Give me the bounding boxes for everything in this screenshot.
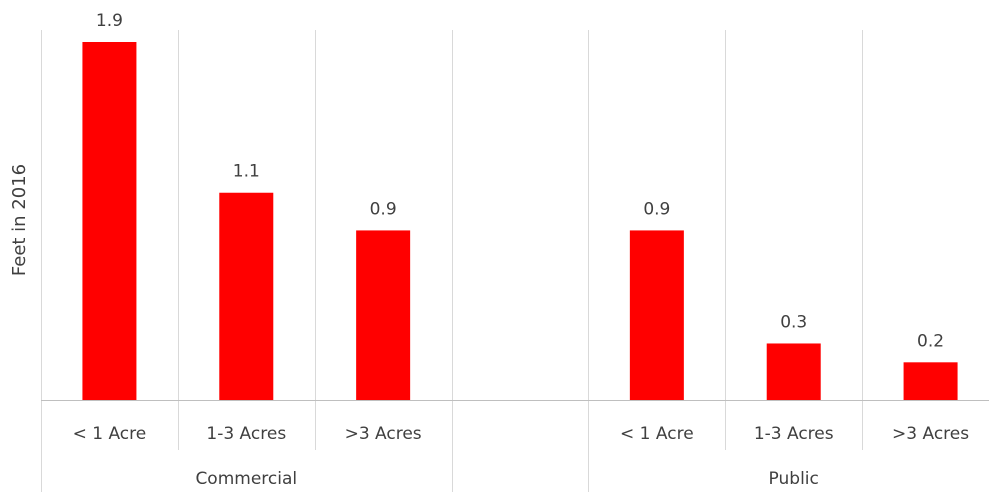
x-tick-label: < 1 Acre [620,424,694,444]
y-axis-label: Feet in 2016 [9,164,30,276]
x-tick-label: < 1 Acre [73,424,147,444]
x-group-label: Public [769,469,819,489]
x-tick-label: >3 Acres [892,424,969,444]
x-group-labels: Commercial Public [195,469,818,489]
bars [82,42,958,400]
bar [629,230,684,400]
bar [82,42,137,400]
bar [219,192,274,400]
data-label: 0.9 [370,199,397,219]
bar [903,362,958,400]
gridlines [41,30,863,492]
x-tick-label: 1-3 Acres [754,424,834,444]
x-tick-labels: < 1 Acre 1-3 Acres >3 Acres < 1 Acre 1-3 Acr… [73,424,970,444]
bar [766,343,821,400]
data-label: 0.3 [780,312,807,332]
data-label: 1.9 [96,11,123,31]
data-label: 0.9 [643,199,670,219]
x-group-label: Commercial [195,469,297,489]
data-label: 1.1 [233,162,260,182]
x-tick-label: 1-3 Acres [206,424,286,444]
data-label: 0.2 [917,331,944,351]
x-tick-label: >3 Acres [345,424,422,444]
bar [356,230,411,400]
data-labels: 1.9 1.1 0.9 0.9 0.3 0.2 [96,11,944,351]
